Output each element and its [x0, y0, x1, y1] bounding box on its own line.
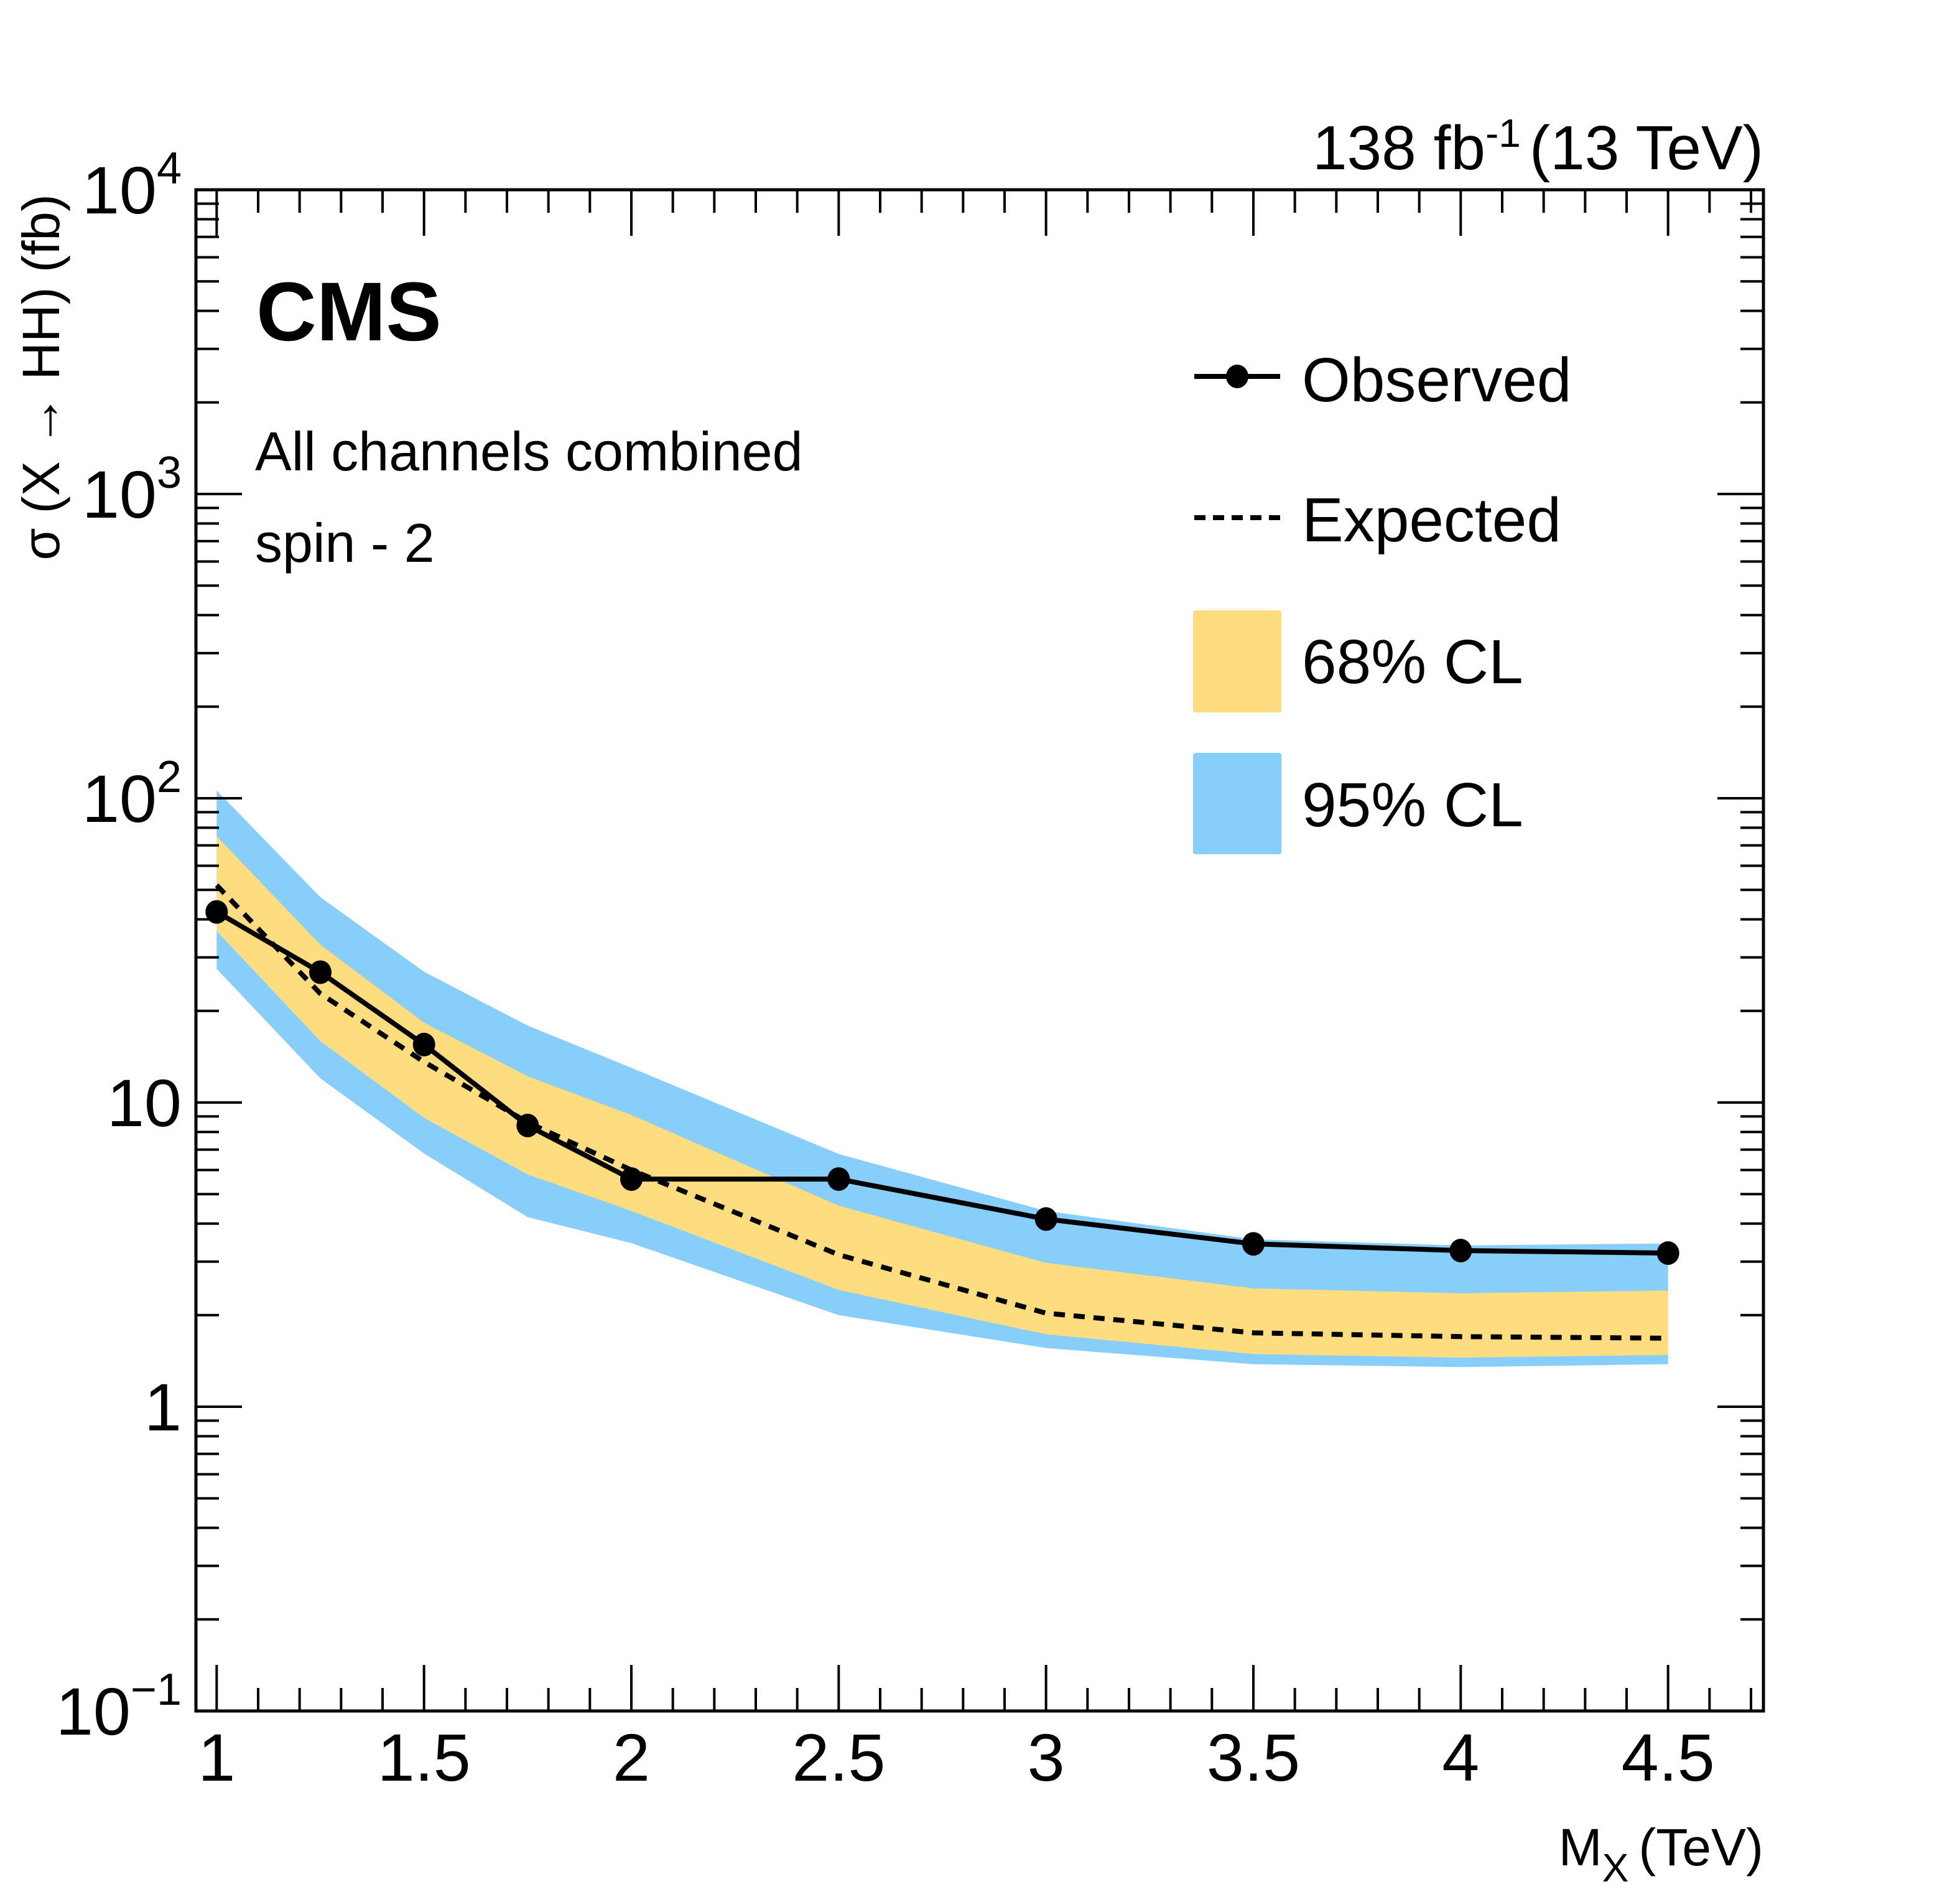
expected-line: [215, 883, 1668, 1341]
x-axis-title: MX (TeV): [1559, 1818, 1763, 1890]
observed-point: [412, 1032, 435, 1056]
y-tick-label: 10: [107, 1065, 182, 1140]
x-axis-title-unit: (TeV): [1638, 1818, 1763, 1876]
axis-ticks: [196, 189, 1763, 1712]
x-tick-label: 3: [1028, 1720, 1065, 1795]
y-axis-title: σ (X → HH) (fb): [12, 194, 70, 561]
plot-frame: [194, 188, 1765, 1713]
observed-line: [215, 910, 1668, 1256]
y-tick-label-base: 10: [56, 1674, 131, 1749]
legend-label-95cl: 95% CL: [1302, 770, 1523, 840]
legend-item-observed: Observed: [1194, 345, 1572, 415]
annotation-spin: spin - 2: [255, 512, 435, 574]
x-axis-title-main: M: [1559, 1818, 1602, 1876]
observed-point: [205, 900, 228, 924]
observed-point: [1242, 1232, 1265, 1256]
legend-item-expected: Expected: [1194, 485, 1561, 555]
limit-lines: [205, 883, 1679, 1341]
y-tick-label-exponent: 3: [157, 448, 182, 498]
x-tick-label: 1.5: [378, 1720, 471, 1795]
observed-point: [1034, 1207, 1057, 1231]
cl-bands: [216, 790, 1668, 1368]
y-tick-label: 10−1: [56, 1665, 182, 1749]
x-tick-label: 1: [198, 1720, 235, 1795]
legend-observed-marker: [1226, 365, 1248, 388]
y-tick-label-exponent: 4: [157, 144, 182, 193]
annotation-channels: All channels combined: [255, 421, 803, 482]
lumi-superscript: -1: [1485, 111, 1521, 156]
observed-point: [309, 960, 332, 984]
lumi-value: 138 fb: [1312, 113, 1485, 183]
y-tick-label-base: 10: [82, 152, 157, 228]
observed-point: [1449, 1239, 1472, 1262]
x-axis-title-subscript: X: [1602, 1845, 1629, 1890]
legend-95cl-swatch: [1193, 753, 1281, 854]
legend: Observed Expected 68% CL 95% CL: [1193, 345, 1572, 854]
observed-point: [1656, 1241, 1679, 1265]
observed-point: [620, 1167, 643, 1191]
legend-item-68cl: 68% CL: [1193, 610, 1523, 712]
observed-point: [516, 1114, 539, 1137]
experiment-label: CMS: [256, 266, 442, 358]
y-tick-label: 102: [82, 752, 182, 836]
y-tick-label: 1: [144, 1369, 182, 1445]
x-tick-label: 4.5: [1622, 1720, 1715, 1795]
legend-label-68cl: 68% CL: [1302, 627, 1523, 697]
legend-label-observed: Observed: [1302, 345, 1572, 415]
x-tick-label: 3.5: [1207, 1720, 1300, 1795]
y-tick-label-base: 10: [82, 457, 157, 532]
legend-68cl-swatch: [1193, 610, 1281, 712]
band-95-cl: [216, 790, 1668, 1368]
y-tick-label-exponent: 2: [157, 752, 182, 802]
y-tick-label-exponent: −1: [131, 1665, 182, 1715]
y-tick-label: 104: [82, 144, 182, 228]
lumi-label: 138 fb-1 (13 TeV): [1312, 111, 1763, 183]
y-tick-label-base: 10: [107, 1065, 182, 1140]
lumi-energy: (13 TeV): [1530, 113, 1763, 183]
y-tick-label-base: 10: [82, 761, 157, 836]
legend-label-expected: Expected: [1302, 485, 1561, 555]
band-68-cl: [216, 836, 1668, 1358]
x-tick-label: 4: [1442, 1720, 1479, 1795]
x-tick-label: 2: [613, 1720, 650, 1795]
observed-point: [827, 1167, 850, 1191]
legend-item-95cl: 95% CL: [1193, 753, 1523, 854]
y-tick-label-base: 1: [144, 1369, 182, 1445]
plot-border: [194, 188, 1765, 1713]
x-tick-label: 2.5: [792, 1720, 885, 1795]
y-tick-label: 103: [82, 448, 182, 532]
